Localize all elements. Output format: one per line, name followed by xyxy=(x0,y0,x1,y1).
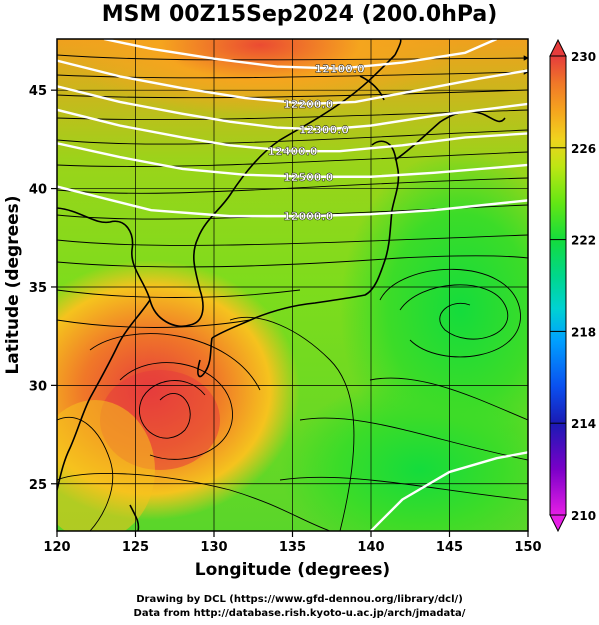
x-axis: 120 125 130 135 140 145 150 xyxy=(43,531,542,555)
contour-line xyxy=(57,142,528,178)
x-axis-label: Longitude (degrees) xyxy=(195,560,390,580)
x-tick-label: 130 xyxy=(200,540,227,555)
y-tick-label: 40 xyxy=(29,183,47,198)
contour-line xyxy=(57,185,528,218)
y-tick-label: 35 xyxy=(29,281,47,296)
credit-line-2: Data from http://database.rish.kyoto-u.a… xyxy=(133,608,466,619)
colorbar-tick-label: 222 xyxy=(571,234,596,248)
x-tick-label: 120 xyxy=(43,540,70,555)
contour-line xyxy=(103,39,498,70)
y-tick-label: 25 xyxy=(29,478,47,493)
colorbar-max-arrow-icon xyxy=(549,38,567,57)
contour-label: 12300.0 xyxy=(299,124,349,137)
contour-label: 12100.0 xyxy=(315,63,365,76)
plot-title: MSM 00Z15Sep2024 (200.0hPa) xyxy=(101,2,498,27)
x-tick-label: 125 xyxy=(122,540,149,555)
colorbar-tick-label: 218 xyxy=(571,325,596,339)
contour-label: 12200.0 xyxy=(283,98,333,111)
height-contours: 12000.0 12100.0 12200.0 12300.0 12400.0 12500… xyxy=(57,39,528,531)
colorbar-tick-label: 226 xyxy=(571,142,596,156)
colorbar-min-arrow-icon xyxy=(549,514,567,533)
coastlines xyxy=(57,39,506,531)
colorbar-tick-label: 210 xyxy=(571,509,596,523)
colorbar: 210 214 218 222 226 230 xyxy=(549,38,596,533)
contour-label: 12500.0 xyxy=(283,171,333,184)
colorbar-scale xyxy=(549,55,567,516)
temperature-field xyxy=(57,39,528,531)
colorbar-tick-label: 230 xyxy=(571,50,596,64)
contour-label: 12000.0 xyxy=(283,210,333,223)
y-axis: 25 30 35 40 45 xyxy=(29,84,57,493)
x-tick-label: 145 xyxy=(436,540,463,555)
contour-label: 12400.0 xyxy=(267,145,317,158)
credit-line-1: Drawing by DCL (https://www.gfd-dennou.o… xyxy=(136,594,463,605)
y-tick-label: 30 xyxy=(29,379,47,394)
colorbar-tick-label: 214 xyxy=(571,417,596,431)
x-tick-label: 150 xyxy=(514,540,541,555)
y-axis-label: Latitude (degrees) xyxy=(3,195,23,374)
contour-line xyxy=(57,59,528,106)
contour-line xyxy=(57,108,528,153)
contour-line xyxy=(370,451,528,531)
x-tick-label: 135 xyxy=(279,540,306,555)
contour-line xyxy=(57,85,528,131)
y-tick-label: 45 xyxy=(29,84,47,99)
x-tick-label: 140 xyxy=(357,540,384,555)
